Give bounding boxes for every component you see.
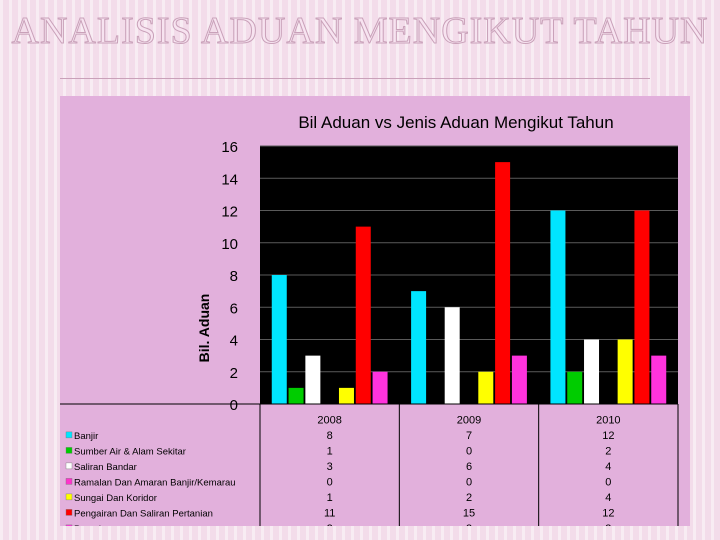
bar-2-4 (617, 339, 633, 404)
bar-0-6 (372, 371, 388, 404)
bar-2-2 (584, 339, 600, 404)
data-label: 7 (466, 430, 472, 442)
legend-entry: Pantai (74, 524, 101, 526)
table-category-header: 2008 (317, 414, 341, 426)
legend-swatch (65, 431, 73, 439)
y-tick-label: 0 (230, 397, 238, 414)
legend-swatch (65, 493, 73, 501)
data-label: 4 (605, 461, 611, 473)
bar-2-1 (567, 371, 583, 404)
legend-entry: Ramalan Dan Amaran Banjir/Kemarau (74, 477, 236, 488)
data-label: 0 (466, 445, 472, 457)
bar-2-0 (550, 210, 566, 404)
title-divider (60, 78, 650, 79)
data-label: 3 (327, 461, 333, 473)
y-tick-label: 4 (230, 333, 238, 350)
y-tick-label: 6 (230, 300, 238, 317)
data-label: 15 (463, 507, 475, 519)
bar-0-2 (305, 355, 321, 404)
y-tick-label: 16 (221, 139, 238, 156)
legend-entry: Sumber Air & Alam Sekitar (74, 446, 186, 457)
bar-0-1 (288, 387, 304, 404)
bar-0-4 (338, 387, 354, 404)
y-axis-ticks: 0 2 4 6 8 10 12 14 16 (221, 139, 238, 414)
data-label: 3 (605, 523, 611, 526)
data-label: 11 (324, 507, 335, 519)
data-label: 4 (605, 492, 611, 504)
bar-1-6 (511, 355, 527, 404)
data-label: 12 (602, 507, 614, 519)
bars (271, 162, 667, 404)
data-label: 0 (466, 476, 472, 488)
slide-title: ANALISIS ADUAN MENGIKUT TAHUN (11, 10, 709, 53)
legend-swatch (65, 447, 73, 454)
table-category-header: 2009 (457, 414, 481, 426)
y-tick-label: 12 (221, 204, 238, 221)
data-label: 2 (605, 445, 611, 457)
data-label: 2 (466, 492, 472, 504)
bar-0-0 (271, 275, 287, 404)
data-label: 1 (327, 492, 333, 504)
gridlines (260, 145, 678, 373)
bar-1-5 (495, 162, 511, 404)
legend-swatch (65, 462, 73, 470)
bar-1-0 (411, 291, 427, 404)
legend-entry: Pengairan Dan Saliran Pertanian (74, 508, 213, 519)
data-label: 1 (327, 445, 333, 457)
legend-swatch (65, 524, 73, 526)
chart-title: Bil Aduan vs Jenis Aduan Mengikut Tahun (298, 113, 613, 132)
data-label: 0 (605, 476, 611, 488)
y-tick-label: 14 (221, 171, 238, 188)
legend-entry: Saliran Bandar (74, 462, 137, 473)
data-label: 12 (602, 430, 614, 442)
bar-1-2 (444, 307, 460, 404)
legend-entry: Banjir (74, 431, 98, 442)
data-label: 6 (466, 461, 472, 473)
chart-panel: Bil Aduan vs Jenis Aduan Mengikut Tahun … (60, 96, 690, 526)
data-label: 8 (327, 430, 333, 442)
y-axis-label: Bil. Aduan (196, 294, 212, 363)
data-label: 0 (327, 476, 333, 488)
table-category-header: 2010 (596, 414, 620, 426)
bar-0-5 (355, 226, 371, 404)
legend-swatch (65, 509, 73, 516)
bar-2-6 (651, 355, 667, 404)
y-tick-label: 2 (230, 365, 238, 382)
y-tick-label: 10 (221, 236, 238, 253)
data-label: 3 (466, 523, 472, 526)
legend-swatch (65, 478, 73, 485)
bar-chart: Bil Aduan vs Jenis Aduan Mengikut Tahun … (60, 113, 679, 526)
bar-2-5 (634, 210, 650, 404)
legend-entry: Sungai Dan Koridor (74, 493, 157, 504)
data-label: 2 (327, 523, 333, 526)
y-tick-label: 8 (230, 268, 238, 285)
bar-1-4 (478, 371, 494, 404)
